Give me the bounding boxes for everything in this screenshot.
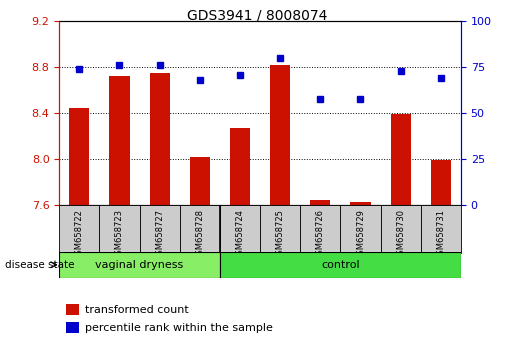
Bar <box>109 76 129 205</box>
Bar <box>431 160 451 205</box>
Text: GSM658725: GSM658725 <box>276 209 285 260</box>
Text: GSM658722: GSM658722 <box>75 209 84 260</box>
Bar <box>59 205 99 253</box>
Bar <box>220 205 260 253</box>
Bar <box>310 200 330 205</box>
Text: control: control <box>321 260 359 270</box>
Bar <box>300 205 340 253</box>
Bar <box>350 202 370 205</box>
Text: percentile rank within the sample: percentile rank within the sample <box>85 323 273 333</box>
Bar <box>340 205 381 253</box>
Bar <box>140 205 180 253</box>
Text: GSM658731: GSM658731 <box>436 209 445 260</box>
Bar <box>66 304 79 315</box>
Text: disease state: disease state <box>5 260 75 270</box>
Bar <box>421 205 461 253</box>
Text: GSM658726: GSM658726 <box>316 209 325 260</box>
Text: GSM658723: GSM658723 <box>115 209 124 260</box>
Bar <box>390 114 410 205</box>
Text: transformed count: transformed count <box>85 305 189 315</box>
Text: GSM658730: GSM658730 <box>396 209 405 260</box>
Bar <box>99 205 140 253</box>
Bar <box>270 65 290 205</box>
Text: GSM658727: GSM658727 <box>155 209 164 260</box>
Bar <box>220 252 461 278</box>
Bar <box>190 157 210 205</box>
Bar <box>59 252 220 278</box>
Text: GDS3941 / 8008074: GDS3941 / 8008074 <box>187 9 328 23</box>
Text: GSM658724: GSM658724 <box>235 209 245 260</box>
Text: GSM658728: GSM658728 <box>195 209 204 260</box>
Bar <box>149 73 169 205</box>
Bar <box>381 205 421 253</box>
Bar <box>69 108 89 205</box>
Bar <box>66 322 79 333</box>
Bar <box>180 205 220 253</box>
Text: vaginal dryness: vaginal dryness <box>95 260 184 270</box>
Text: GSM658729: GSM658729 <box>356 209 365 260</box>
Bar <box>230 128 250 205</box>
Bar <box>260 205 300 253</box>
